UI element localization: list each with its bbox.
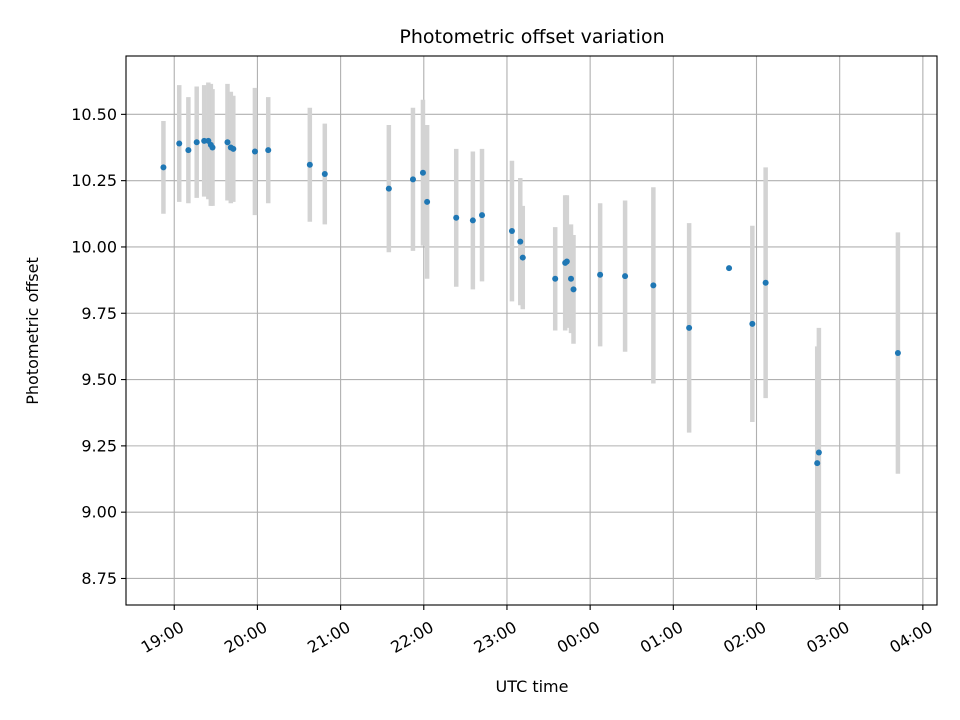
data-points (160, 137, 901, 467)
data-point (160, 164, 167, 171)
data-point (570, 286, 577, 293)
data-point (894, 350, 901, 357)
data-point (209, 144, 216, 151)
x-tick-label: 20:00 (221, 617, 270, 657)
data-point (453, 214, 460, 221)
axis-ticks: 19:00 20:00 21:00 22:00 23:00 00:00 01:00 02:00… (71, 105, 936, 657)
data-point (479, 212, 486, 219)
data-point (306, 161, 313, 168)
grid (126, 56, 937, 605)
y-tick-label: 9.00 (81, 503, 117, 522)
data-point (686, 324, 693, 331)
data-point (762, 279, 769, 286)
data-point (251, 148, 258, 155)
data-point (814, 460, 821, 467)
data-point (176, 140, 183, 147)
data-point (726, 265, 733, 272)
x-tick-label: 22:00 (387, 617, 436, 657)
y-tick-label: 9.50 (81, 370, 117, 389)
plot-frame (125, 55, 938, 606)
data-point (815, 449, 822, 456)
data-point (424, 198, 431, 205)
data-point (409, 176, 416, 183)
data-point (185, 147, 192, 154)
data-point (508, 228, 515, 235)
x-tick-label: 00:00 (554, 617, 603, 657)
x-tick-label: 23:00 (471, 617, 520, 657)
y-tick-label: 9.75 (81, 304, 117, 323)
y-tick-label: 8.75 (81, 569, 117, 588)
data-point (419, 169, 426, 176)
x-tick-label: 01:00 (637, 617, 686, 657)
x-tick-label: 02:00 (720, 617, 769, 657)
data-point (622, 273, 629, 280)
data-point (517, 238, 524, 245)
y-tick-label: 10.50 (71, 105, 117, 124)
data-point (597, 271, 604, 278)
y-tick-label: 10.25 (71, 171, 117, 190)
x-tick-label: 03:00 (803, 617, 852, 657)
x-axis-title: UTC time (496, 677, 569, 696)
x-tick-label: 19:00 (138, 617, 187, 657)
data-point (224, 139, 231, 146)
data-point (650, 282, 657, 289)
data-point (749, 320, 756, 327)
data-point (201, 137, 208, 144)
data-point (230, 145, 237, 152)
y-tick-label: 9.25 (81, 436, 117, 455)
data-point (193, 139, 200, 146)
error-bars (161, 82, 901, 580)
data-point (469, 217, 476, 224)
data-point (519, 254, 526, 261)
chart-title: Photometric offset variation (399, 26, 664, 48)
data-point (563, 258, 570, 265)
y-axis-title: Photometric offset (23, 257, 42, 405)
x-tick-label: 04:00 (886, 617, 935, 657)
data-point (321, 171, 328, 178)
x-tick-label: 21:00 (304, 617, 353, 657)
data-point (552, 275, 559, 282)
data-point (265, 147, 272, 154)
data-point (568, 275, 575, 282)
data-point (385, 185, 392, 192)
y-tick-label: 10.00 (71, 237, 117, 256)
